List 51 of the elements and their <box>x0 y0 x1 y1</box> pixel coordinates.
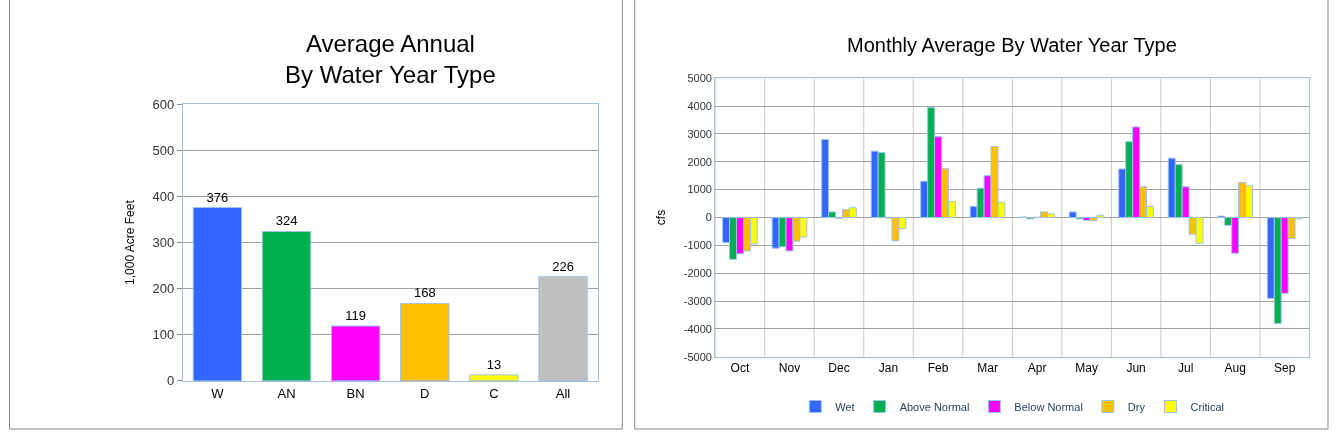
y-tick-label: 4000 <box>687 99 712 112</box>
y-tick-label: 3000 <box>687 127 712 140</box>
y-axis-title: 1,000 Acre Feet <box>122 199 137 285</box>
x-tick-label: Jun <box>1126 361 1146 376</box>
x-tick-label: Aug <box>1224 361 1246 376</box>
chart-title: Monthly Average By Water Year Type <box>847 34 1177 56</box>
x-tick-label: Mar <box>977 361 998 376</box>
y-tick-label: 300 <box>152 235 175 251</box>
y-tick-label: 200 <box>152 281 175 297</box>
y-tick-label: 5000 <box>687 71 712 84</box>
legend-label: Critical <box>1190 400 1225 413</box>
x-tick-label: Jan <box>878 361 899 376</box>
x-tick-label: W <box>211 385 225 401</box>
x-tick-label: Nov <box>778 361 801 376</box>
y-tick-label: 0 <box>167 373 175 389</box>
y-tick-label: -1000 <box>683 239 712 252</box>
y-tick-label: 100 <box>152 327 175 343</box>
y-tick-label: -4000 <box>683 322 712 335</box>
x-tick-label: Oct <box>730 361 750 376</box>
x-tick-label: Apr <box>1027 361 1047 376</box>
y-tick-label: 0 <box>705 211 712 224</box>
y-tick-label: -3000 <box>683 294 712 307</box>
x-tick-label: Jul <box>1177 361 1194 376</box>
data-label: 119 <box>345 308 367 324</box>
y-tick-label: 2000 <box>687 155 712 168</box>
y-tick-label: 500 <box>152 142 175 158</box>
x-tick-label: BN <box>346 385 365 401</box>
x-tick-label: AN <box>277 385 296 401</box>
data-label: 226 <box>552 258 574 274</box>
legend-label: Above Normal <box>899 400 970 413</box>
y-tick-label: -2000 <box>683 267 712 280</box>
y-axis-title: cfs <box>654 209 669 226</box>
x-tick-label: D <box>420 385 430 401</box>
data-label: 324 <box>275 213 298 229</box>
legend-label: Wet <box>835 400 855 413</box>
x-tick-label: C <box>489 385 499 401</box>
x-tick-label: Feb <box>927 361 949 376</box>
x-tick-label: May <box>1075 361 1098 376</box>
data-label: 376 <box>206 189 229 205</box>
x-tick-label: All <box>555 385 571 401</box>
x-tick-label: Sep <box>1273 361 1296 376</box>
legend-label: Below Normal <box>1014 400 1083 413</box>
y-tick-label: 1000 <box>687 183 712 196</box>
y-tick-label: -5000 <box>683 350 712 363</box>
data-label: 168 <box>413 285 436 301</box>
x-tick-label: Dec <box>828 361 850 376</box>
chart-title: Average Annual By Water Year Type <box>285 30 496 89</box>
y-tick-label: 400 <box>152 188 175 204</box>
legend-label: Dry <box>1127 400 1146 413</box>
data-label: 13 <box>486 356 502 372</box>
y-tick-label: 600 <box>152 96 175 112</box>
